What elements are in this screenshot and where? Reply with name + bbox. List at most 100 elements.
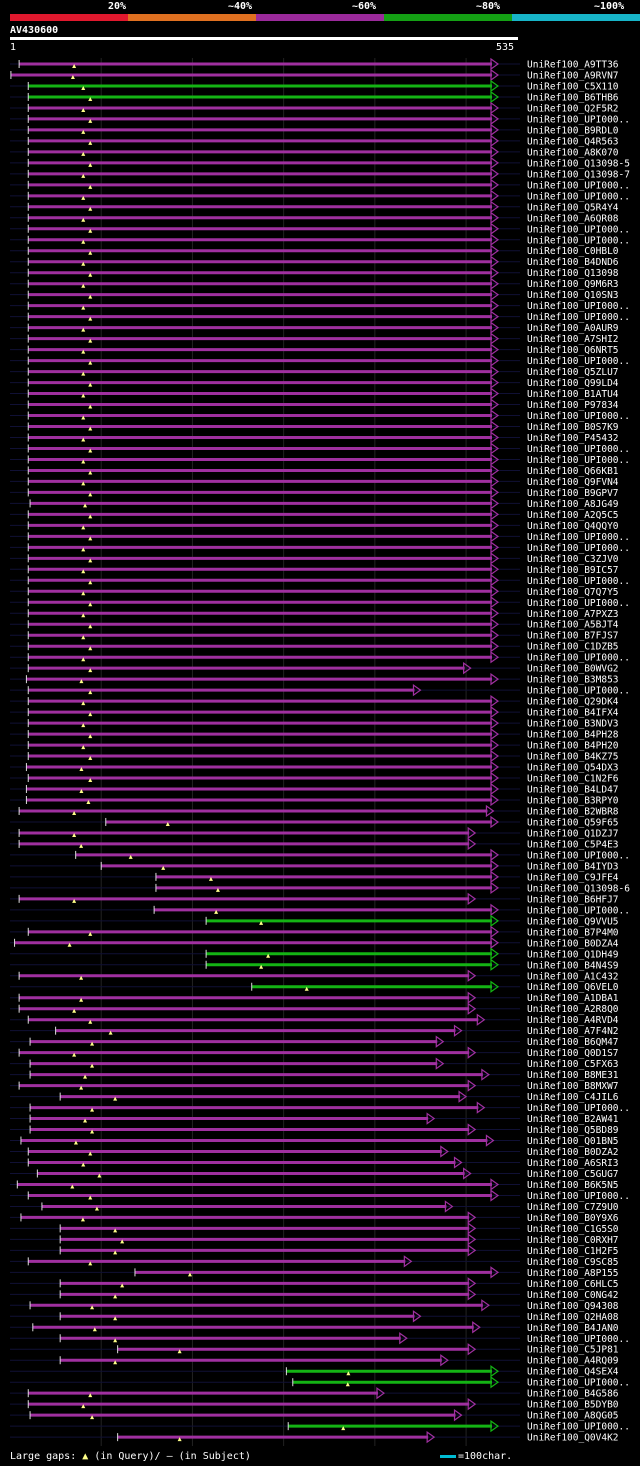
gap-marker xyxy=(259,920,264,925)
gap-marker xyxy=(113,1294,118,1299)
gap-marker xyxy=(81,85,86,90)
hit-label: UniRef100_B5DYB0 xyxy=(527,1400,619,1411)
hit-arrow xyxy=(490,145,500,159)
hit-arrow xyxy=(412,683,422,697)
hit-arrow xyxy=(490,57,500,71)
hit-label: UniRef100_A7F4N2 xyxy=(527,1026,619,1037)
gap-marker xyxy=(88,228,93,233)
hit-arrow xyxy=(490,68,500,82)
hit-label: UniRef100_B0DZA2 xyxy=(527,1147,619,1158)
gap-marker xyxy=(88,1393,93,1398)
hit-label: UniRef100_C9JFE4 xyxy=(527,872,619,883)
hit-arrow xyxy=(490,420,500,433)
hit-arrow xyxy=(490,552,500,565)
gap-marker xyxy=(90,1129,95,1134)
hit-arrow xyxy=(467,1233,477,1246)
gap-marker xyxy=(215,887,220,892)
hit-label: UniRef100_A4RQ09 xyxy=(527,1356,619,1367)
hit-arrow xyxy=(490,310,500,323)
hit-label: UniRef100_UPI000.. xyxy=(527,598,630,609)
hit-label: UniRef100_Q0V4K2 xyxy=(527,1433,619,1444)
hit-arrow xyxy=(490,167,500,181)
hit-arrow xyxy=(467,1398,477,1411)
gap-marker xyxy=(80,1217,85,1222)
hit-label: UniRef100_UPI000.. xyxy=(527,850,630,861)
hit-label: UniRef100_Q5ZLU7 xyxy=(527,367,619,378)
gap-marker xyxy=(88,712,93,717)
gap-marker xyxy=(81,569,86,574)
gap-marker xyxy=(90,1107,95,1112)
hit-label: UniRef100_UPI000.. xyxy=(527,312,630,323)
hit-label: UniRef100_B3M853 xyxy=(527,675,619,686)
hit-label: UniRef100_C5JP81 xyxy=(527,1345,619,1356)
hit-arrow xyxy=(490,398,500,411)
gap-marker xyxy=(88,624,93,629)
gap-marker xyxy=(81,1162,86,1167)
hit-label: UniRef100_B4IYD3 xyxy=(527,861,619,872)
hit-arrow xyxy=(458,1090,468,1103)
gap-marker xyxy=(81,547,86,552)
gap-marker xyxy=(88,602,93,607)
gap-marker xyxy=(81,701,86,706)
gap-marker xyxy=(88,1019,93,1024)
hit-arrow xyxy=(490,475,500,488)
gap-marker xyxy=(345,1382,350,1387)
hit-arrow xyxy=(490,101,500,115)
gap-marker xyxy=(92,1327,97,1332)
gap-marker xyxy=(88,931,93,936)
hit-arrow xyxy=(476,1013,486,1026)
hit-label: UniRef100_UPI000.. xyxy=(527,356,630,367)
gap-marker xyxy=(88,360,93,365)
hit-arrow xyxy=(490,343,500,356)
gap-marker xyxy=(73,1140,78,1145)
gap-marker xyxy=(88,96,93,101)
legend-segment xyxy=(128,14,256,21)
hit-arrow xyxy=(467,1343,477,1356)
gap-marker xyxy=(81,1404,86,1409)
hit-label: UniRef100_UPI000.. xyxy=(527,905,630,916)
hit-arrow xyxy=(485,1134,495,1147)
gap-marker xyxy=(113,1338,118,1343)
hit-arrow xyxy=(490,464,500,477)
hit-arrow xyxy=(453,1156,463,1169)
hit-label: UniRef100_C1DZB5 xyxy=(527,642,619,653)
hit-label: UniRef100_B4IFX4 xyxy=(527,708,619,719)
gap-marker xyxy=(88,162,93,167)
legend-label: ~40% xyxy=(228,1,253,12)
hit-arrow xyxy=(490,233,500,246)
gap-marker xyxy=(88,580,93,585)
hit-arrow xyxy=(490,596,500,609)
gap-marker xyxy=(88,206,93,211)
hit-arrow xyxy=(399,1332,408,1345)
gap-marker xyxy=(90,1305,95,1310)
hit-arrow xyxy=(490,815,500,829)
hit-arrow xyxy=(490,277,500,290)
gap-marker xyxy=(88,140,93,145)
gap-marker xyxy=(81,635,86,640)
hit-label: UniRef100_B8ME31 xyxy=(527,1070,619,1081)
gap-marker xyxy=(72,64,77,68)
gap-marker xyxy=(113,1096,118,1101)
gap-marker xyxy=(81,745,86,750)
gap-marker xyxy=(81,107,86,112)
hit-arrow xyxy=(467,1211,477,1224)
hit-label: UniRef100_UPI000.. xyxy=(527,1191,630,1202)
hit-label: UniRef100_B4PH28 xyxy=(527,730,619,741)
hit-arrow xyxy=(490,925,500,938)
hit-label: UniRef100_B0S7K9 xyxy=(527,422,619,433)
hit-arrow xyxy=(490,453,500,466)
hit-label: UniRef100_C0HBL0 xyxy=(527,246,619,257)
hit-arrow xyxy=(490,332,500,345)
gap-marker xyxy=(88,492,93,497)
hit-label: UniRef100_B4KZ75 xyxy=(527,752,619,763)
hit-label: UniRef100_C4JIL6 xyxy=(527,1092,619,1103)
hit-label: UniRef100_B6THB6 xyxy=(527,92,619,103)
hit-arrow xyxy=(476,1101,486,1114)
gap-marker xyxy=(83,1074,88,1079)
hit-label: UniRef100_B2WBR8 xyxy=(527,806,619,817)
hit-label: UniRef100_C0RXH7 xyxy=(527,1235,619,1246)
gap-marker xyxy=(88,294,93,299)
hit-label: UniRef100_Q13098 xyxy=(527,268,619,279)
hit-label: UniRef100_B3RPY0 xyxy=(527,795,619,806)
hit-arrow xyxy=(467,1123,477,1136)
